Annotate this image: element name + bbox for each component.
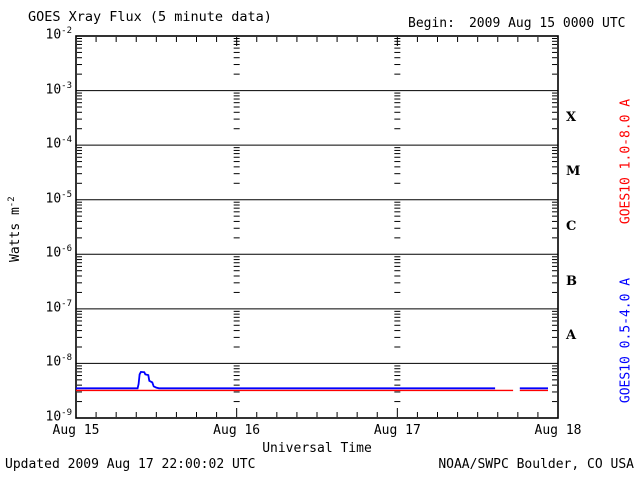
y-tick-label: 10-2	[45, 26, 73, 43]
x-tick-label: Aug 18	[534, 423, 582, 438]
y-tick-label: 10-9	[45, 408, 73, 425]
y-tick-label: 10-4	[45, 135, 73, 152]
y-tick-label: 10-7	[45, 298, 73, 316]
x-tick-label: Aug 16	[213, 423, 261, 438]
flare-class-letter-A: A	[566, 328, 577, 344]
flare-class-letter-X: X	[566, 109, 577, 125]
plot-frame	[75, 35, 559, 419]
chart-title: GOES Xray Flux (5 minute data)	[28, 9, 272, 25]
y-tick-label: 10-8	[45, 353, 73, 370]
flare-class-letter-M: M	[566, 164, 581, 180]
begin-label: Begin:	[408, 16, 455, 31]
series-label-short-channel: GOES10 0.5-4.0 A	[618, 277, 634, 404]
x-tick-label: Aug 15	[52, 423, 100, 438]
flare-class-letter-B: B	[566, 273, 577, 289]
series-line-short-channel	[76, 370, 496, 390]
begin-value: 2009 Aug 15 0000 UTC	[468, 16, 626, 31]
footer-updated: Updated 2009 Aug 17 22:00:02 UTC	[5, 457, 256, 472]
y-tick-label: 10-3	[45, 80, 73, 97]
series-label-long-channel: GOES10 1.0-8.0 A	[618, 98, 634, 225]
y-tick-label: 10-6	[45, 244, 73, 261]
x-tick-label: Aug 17	[373, 423, 421, 438]
x-axis-title: Universal Time	[262, 441, 372, 456]
footer-credit: NOAA/SWPC Boulder, CO USA	[438, 457, 634, 472]
begin-line: Begin: 2009 Aug 15 0000 UTC	[408, 16, 626, 31]
y-tick-label: 10-5	[45, 189, 73, 207]
flare-class-letter-C: C	[566, 219, 577, 234]
y-axis-title: Watts m-2	[6, 196, 24, 262]
